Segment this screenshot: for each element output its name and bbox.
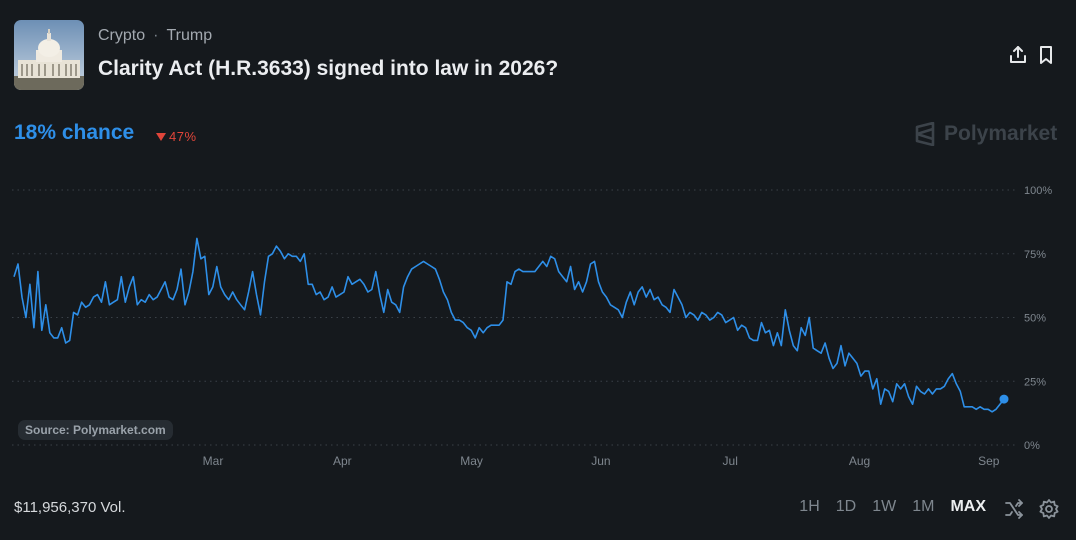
x-tick-label: Apr	[333, 454, 352, 468]
down-triangle-icon	[156, 133, 166, 141]
breadcrumb-category[interactable]: Crypto	[98, 27, 146, 44]
range-1w-button[interactable]: 1W	[872, 498, 897, 515]
shuffle-icon[interactable]	[1003, 498, 1025, 520]
range-1m-button[interactable]: 1M	[912, 498, 935, 515]
breadcrumb-separator: ·	[153, 27, 159, 44]
change-indicator: 47%	[156, 129, 197, 144]
range-selector: 1H 1D 1W 1M MAX	[783, 498, 986, 516]
source-label: Source: Polymarket.com	[18, 420, 173, 440]
y-tick-label: 50%	[1024, 313, 1046, 325]
x-axis-ticks: Mar Apr May Jun Jul Aug Sep	[203, 454, 1000, 468]
x-tick-label: Mar	[203, 454, 224, 468]
y-tick-label: 75%	[1024, 249, 1046, 261]
range-1h-button[interactable]: 1H	[799, 498, 820, 515]
chance-value: 18% chance	[14, 121, 135, 144]
series-line	[13, 237, 1005, 413]
range-max-button[interactable]: MAX	[950, 498, 986, 515]
x-tick-label: Sep	[978, 454, 1000, 468]
x-tick-label: Jun	[591, 454, 610, 468]
bookmark-icon[interactable]	[1035, 44, 1057, 66]
brand-name: Polymarket	[944, 122, 1058, 145]
market-thumbnail	[14, 20, 84, 90]
polymarket-logo-icon	[915, 122, 935, 146]
price-chart[interactable]: 100% 75% 50% 25% 0% Mar Apr May Jun Jul Aug Sep	[0, 170, 1076, 470]
change-value: 47%	[169, 129, 197, 144]
range-1d-button[interactable]: 1D	[835, 498, 857, 515]
x-tick-label: Jul	[723, 454, 738, 468]
polymarket-brand: Polymarket	[914, 122, 1057, 146]
x-tick-label: May	[460, 454, 483, 468]
y-tick-label: 25%	[1024, 376, 1046, 388]
y-axis-ticks: 100% 75% 50% 25% 0%	[1024, 185, 1052, 452]
chart-grid	[12, 189, 1016, 446]
breadcrumb-tag[interactable]: Trump	[166, 27, 213, 44]
y-tick-label: 100%	[1024, 185, 1052, 197]
current-value-dot	[999, 394, 1009, 404]
market-title: Clarity Act (H.R.3633) signed into law i…	[98, 57, 559, 80]
settings-icon[interactable]	[1038, 498, 1060, 520]
breadcrumb: Crypto · Trump	[98, 27, 212, 45]
volume-value: $11,956,370 Vol.	[14, 499, 126, 516]
x-tick-label: Aug	[849, 454, 870, 468]
y-tick-label: 0%	[1024, 440, 1040, 452]
share-icon[interactable]	[1007, 44, 1029, 66]
